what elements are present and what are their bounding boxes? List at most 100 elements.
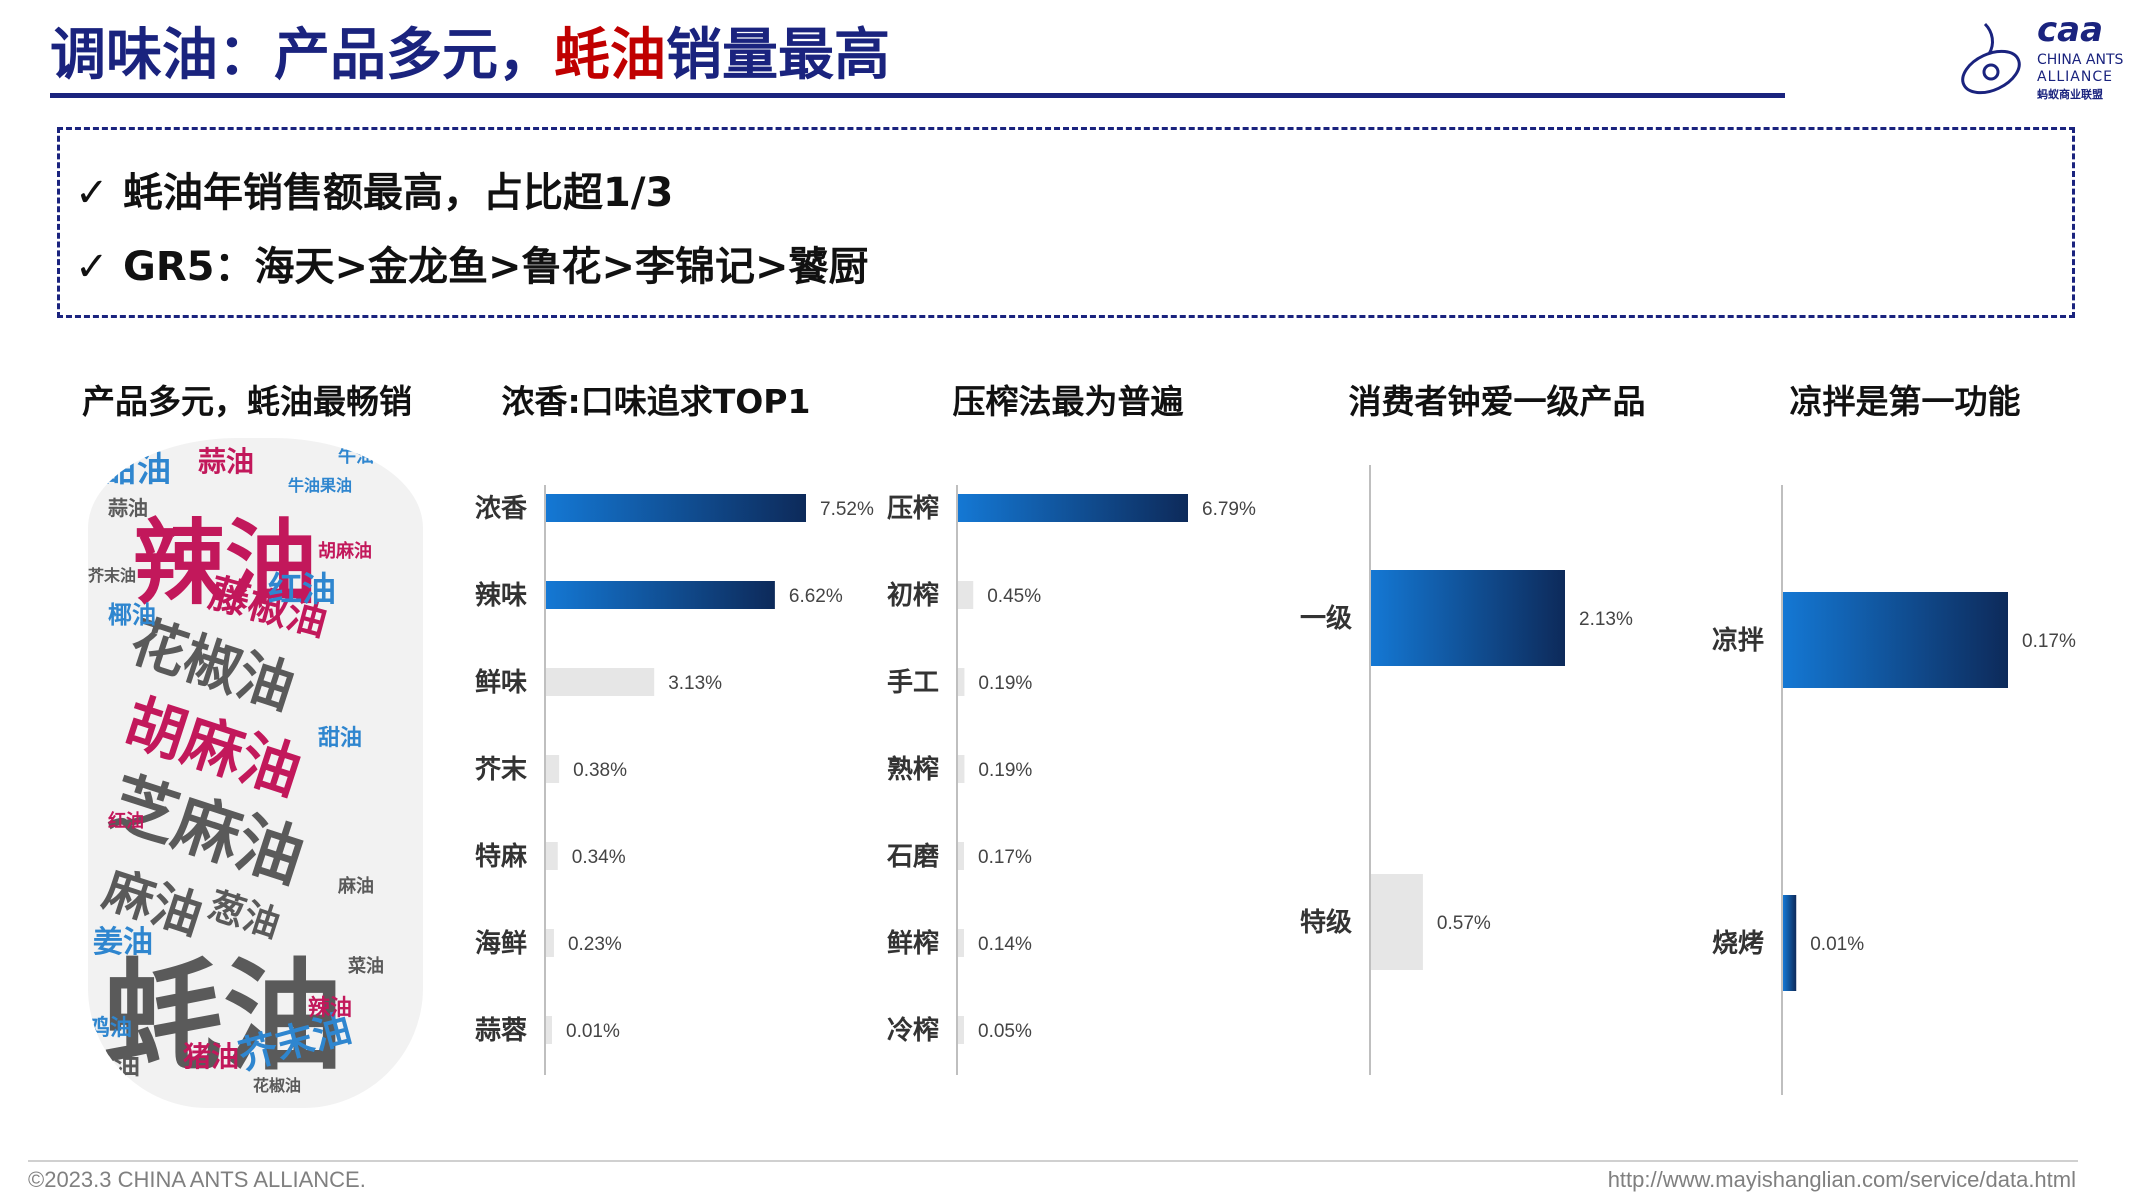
ants-alliance-logo	[1961, 22, 2021, 95]
data-label: 7.52%	[820, 499, 874, 520]
wordcloud-word: 牛油果油	[288, 476, 353, 495]
bullet-text: 蚝油年销售额最高，占比超1/3	[123, 170, 674, 216]
data-label: 0.17%	[2022, 631, 2076, 652]
data-label: 0.38%	[573, 760, 627, 781]
data-label: 2.13%	[1579, 609, 1633, 630]
summary-box	[57, 127, 2075, 318]
logo-line-2: ALLIANCE	[2037, 69, 2113, 85]
data-label: 0.01%	[1810, 934, 1864, 955]
category-label: 手工	[887, 668, 939, 698]
bar	[546, 755, 560, 783]
bar	[1783, 895, 1797, 991]
bar	[546, 494, 806, 522]
logo-mark: caa	[2037, 10, 2104, 50]
bar	[1371, 874, 1423, 970]
data-label: 0.14%	[978, 934, 1032, 955]
summary-bullet: ✓ GR5：海天>金龙鱼>鲁花>李锦记>饕厨	[75, 234, 869, 292]
wordcloud-word: 辣油	[308, 996, 353, 1021]
title-suffix: 销量最高	[666, 23, 890, 88]
category-label: 鲜味	[475, 668, 527, 698]
category-label: 冷榨	[887, 1015, 939, 1046]
summary-bullet: ✓ 蚝油年销售额最高，占比超1/3	[75, 160, 673, 218]
logo-line-3: 蚂蚁商业联盟	[2037, 88, 2103, 101]
data-label: 0.19%	[978, 760, 1032, 781]
title-prefix: 调味油：产品多元，	[50, 23, 554, 88]
category-label: 凉拌	[1712, 626, 1764, 656]
wordcloud-word: 猪油	[183, 1040, 240, 1073]
data-label: 0.34%	[572, 847, 626, 868]
bar	[546, 668, 655, 696]
bullet-text: GR5：海天>金龙鱼>鲁花>李锦记>饕厨	[123, 244, 869, 290]
wordcloud-title: 产品多元，蚝油最畅销	[82, 382, 412, 421]
category-label: 熟榨	[887, 754, 939, 785]
wordcloud-word: 红油	[268, 570, 336, 610]
wordcloud-word: 麻油	[338, 876, 374, 897]
category-label: 压榨	[887, 493, 939, 524]
category-label: 辣味	[475, 580, 527, 611]
bar	[958, 929, 964, 957]
wordcloud-word: 蚝油	[103, 948, 343, 1087]
logo-line-1: CHINA ANTS	[2037, 52, 2124, 68]
chart-title-process: 压榨法最为普遍	[952, 382, 1184, 421]
category-label: 浓香	[475, 494, 527, 524]
wordcloud-word: 蒜油	[108, 496, 148, 520]
data-label: 6.62%	[789, 586, 843, 607]
wordcloud-word: 虾油	[88, 1051, 141, 1081]
category-label: 一级	[1300, 603, 1352, 634]
chart-title-usage: 凉拌是第一功能	[1789, 382, 2021, 421]
bar	[1783, 592, 2008, 688]
bar	[546, 929, 554, 957]
bar	[1371, 570, 1565, 666]
footer-divider	[28, 1160, 2078, 1162]
category-label: 芥末	[475, 755, 528, 785]
data-label: 0.23%	[568, 934, 622, 955]
footer-url[interactable]: http://www.mayishanglian.com/service/dat…	[1607, 1167, 2076, 1192]
bar	[958, 581, 974, 609]
bar	[546, 581, 775, 609]
bar	[958, 1016, 964, 1044]
bar	[546, 1016, 552, 1044]
title-underline	[50, 93, 1785, 98]
bar	[546, 842, 558, 870]
bar	[958, 494, 1188, 522]
wordcloud-word: 牛油	[338, 446, 374, 467]
category-label: 石磨	[886, 842, 939, 872]
category-label: 蒜蓉	[475, 1016, 527, 1046]
wordcloud-word: 胡麻油	[318, 541, 372, 562]
category-label: 鲜榨	[887, 928, 939, 959]
wordcloud-word: 椰油	[108, 601, 156, 629]
wordcloud-word: 甜油	[103, 450, 171, 490]
data-label: 0.45%	[987, 586, 1041, 607]
checkmark-icon: ✓	[75, 244, 109, 290]
data-label: 6.79%	[1202, 499, 1256, 520]
page-title: 调味油：产品多元，蚝油销量最高	[50, 16, 890, 96]
bar	[958, 755, 965, 783]
wordcloud-word: 姜油	[93, 925, 153, 960]
data-label: 3.13%	[668, 673, 722, 694]
bar	[958, 668, 965, 696]
wordcloud-word: 红油	[108, 811, 144, 832]
chart-title-flavor: 浓香:口味追求TOP1	[501, 382, 811, 421]
checkmark-icon: ✓	[75, 170, 109, 216]
category-label: 初榨	[887, 580, 939, 611]
wordcloud-word: 鸡油	[88, 1016, 133, 1041]
wordcloud: 辣油 蚝油 芝麻油 胡麻油 花椒油 藤椒油 麻油 红油 甜油 蒜油 芥末油 葱油…	[88, 438, 423, 1108]
data-label: 0.19%	[978, 673, 1032, 694]
category-label: 海鲜	[475, 929, 527, 959]
wordcloud-word: 菜油	[348, 956, 384, 977]
wordcloud-word: 辣油	[133, 510, 318, 617]
data-label: 0.01%	[566, 1021, 620, 1042]
data-label: 0.17%	[978, 847, 1032, 868]
wordcloud-word: 甜油	[318, 726, 363, 751]
bar	[958, 842, 964, 870]
title-highlight: 蚝油	[554, 23, 666, 88]
category-label: 特级	[1300, 907, 1352, 938]
wordcloud-word: 花椒油	[253, 1076, 302, 1095]
category-label: 烧烤	[1712, 929, 1764, 959]
wordcloud-word: 芥末油	[88, 566, 137, 585]
category-label: 特麻	[475, 841, 528, 872]
footer-copyright: ©2023.3 CHINA ANTS ALLIANCE.	[28, 1167, 366, 1192]
wordcloud-word: 蒜油	[198, 445, 255, 478]
data-label: 0.05%	[978, 1021, 1032, 1042]
